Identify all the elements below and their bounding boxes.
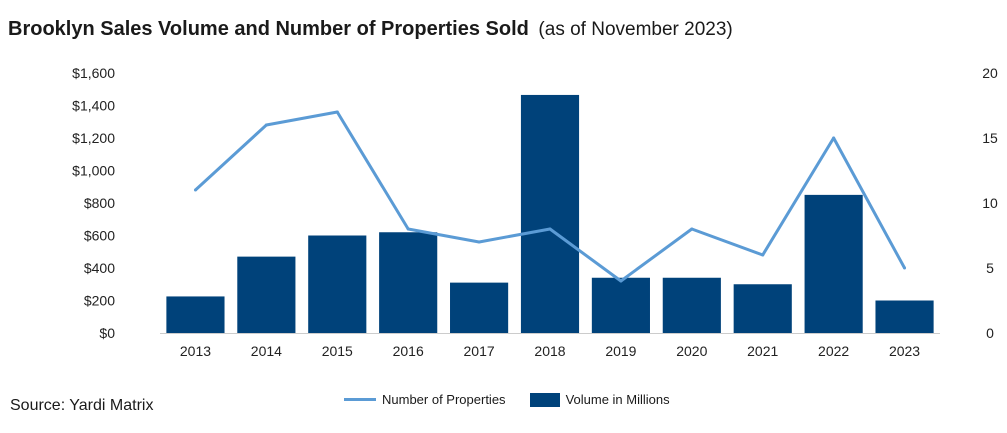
bar-2021 (733, 284, 792, 333)
line-point-2020 (690, 227, 694, 231)
x-tick-label: 2022 (818, 343, 849, 359)
y-right-tick-label: 5 (986, 260, 994, 276)
y-left-tick-label: $1,400 (72, 98, 115, 114)
y-right-tick-label: 10 (982, 195, 998, 211)
y-left-tick-label: $1,200 (72, 130, 115, 146)
x-tick-label: 2013 (180, 343, 211, 359)
line-point-2018 (548, 227, 552, 231)
line-point-2016 (406, 227, 410, 231)
chart-title-main: Brooklyn Sales Volume and Number of Prop… (8, 18, 529, 40)
x-tick-label: 2023 (889, 343, 920, 359)
bar-2015 (308, 235, 367, 333)
y-left-tick-label: $0 (99, 325, 115, 341)
y-right-tick-label: 0 (986, 325, 994, 341)
bar-2019 (591, 277, 650, 333)
bar-2020 (662, 277, 721, 333)
x-tick-label: 2020 (676, 343, 707, 359)
combo-chart: $0 $200 $400 $600 $800 $1,000 $1,200 $1,400 $1,6… (72, 65, 998, 359)
line-point-2022 (832, 136, 836, 140)
line-point-2019 (619, 279, 623, 283)
legend-item-line: Number of Properties (344, 392, 506, 407)
y-left-tick-label: $1,600 (72, 65, 115, 81)
x-tick-label: 2021 (747, 343, 778, 359)
x-tick-label: 2017 (464, 343, 495, 359)
bar-2018 (520, 94, 580, 333)
bar-2013 (166, 296, 225, 333)
y-right-tick-label: 20 (982, 65, 998, 81)
x-tick-label: 2014 (251, 343, 282, 359)
x-tick-label: 2015 (322, 343, 353, 359)
line-point-2013 (193, 188, 197, 192)
y-right-tick-label: 15 (982, 130, 998, 146)
chart-title: Brooklyn Sales Volume and Number of Prop… (8, 18, 733, 41)
y-left-tick-label: $200 (84, 293, 115, 309)
legend-swatch-bar (529, 392, 560, 407)
y-left-tick-label: $600 (84, 228, 115, 244)
legend-item-bar: Volume in Millions (529, 392, 670, 407)
x-tick-label: 2016 (393, 343, 424, 359)
legend-swatch-line (344, 398, 376, 401)
y-left-tick-label: $800 (84, 195, 115, 211)
bar-2016 (379, 232, 438, 333)
line-point-2023 (903, 266, 907, 270)
legend-label-line: Number of Properties (382, 392, 506, 407)
y-left-tick-label: $400 (84, 260, 115, 276)
source-note: Source: Yardi Matrix (10, 397, 154, 414)
legend-label-bar: Volume in Millions (565, 392, 670, 407)
chart-legend: Number of Properties Volume in Millions (344, 392, 694, 407)
chart-title-sub: (as of November 2023) (538, 19, 733, 40)
bar-2014 (237, 256, 296, 333)
bar-2022 (804, 194, 863, 333)
y-left-tick-label: $1,000 (72, 163, 115, 179)
bar-2023 (875, 300, 934, 333)
x-tick-label: 2019 (605, 343, 636, 359)
line-point-2014 (264, 123, 268, 127)
bar-2017 (450, 282, 509, 333)
line-point-2015 (335, 110, 339, 114)
line-point-2021 (761, 253, 765, 257)
line-point-2017 (477, 240, 481, 244)
x-tick-label: 2018 (534, 343, 565, 359)
